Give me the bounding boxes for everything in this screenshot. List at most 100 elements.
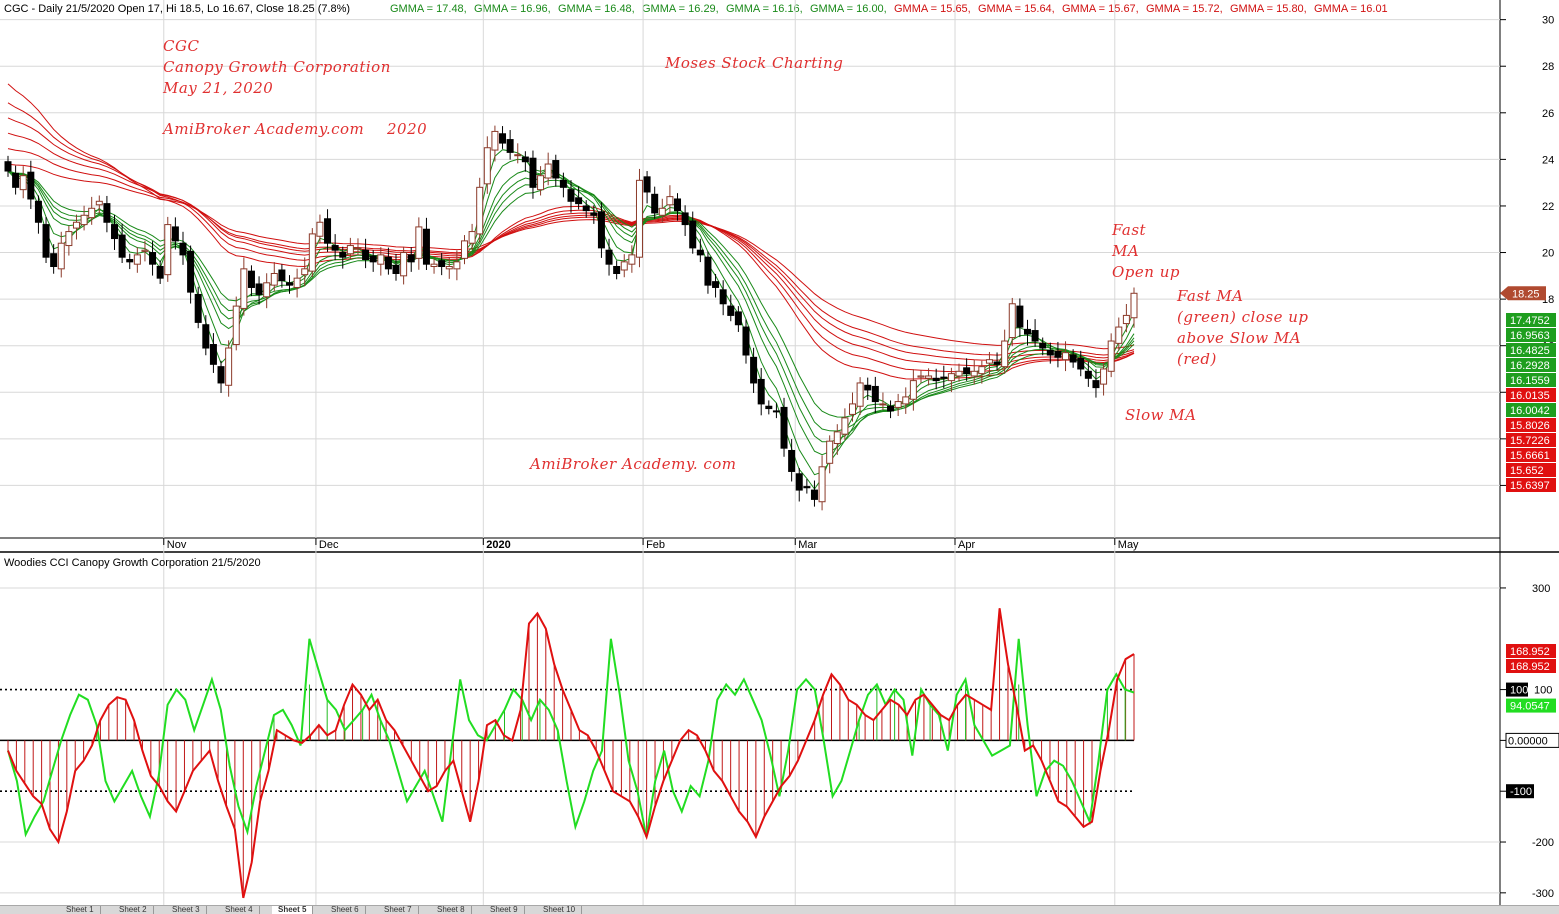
sheet-tab[interactable]: Sheet 4 bbox=[219, 906, 260, 914]
candle-down bbox=[590, 212, 598, 216]
candle-down bbox=[247, 270, 255, 288]
tag-box bbox=[1506, 644, 1556, 658]
gmma-slow-legend: GMMA = 16.01 bbox=[1314, 3, 1388, 15]
tag-text: 16.0042 bbox=[1510, 405, 1550, 417]
candle-down bbox=[719, 289, 727, 305]
candle-up bbox=[445, 266, 453, 270]
cci-tick-label: -300 bbox=[1532, 888, 1554, 900]
gmma-legend: GMMA = 17.48, GMMA = 16.96, GMMA = 16.48, G… bbox=[390, 3, 1388, 15]
candle-up bbox=[240, 268, 248, 309]
candle-down bbox=[384, 256, 392, 270]
candle-down bbox=[1092, 380, 1100, 389]
candle-up bbox=[57, 242, 65, 270]
candle-down bbox=[795, 473, 803, 491]
gmma-slow-legend: GMMA = 15.64, bbox=[978, 3, 1055, 15]
sheet-tab[interactable]: Sheet 7 bbox=[378, 906, 419, 914]
candle-up bbox=[658, 207, 666, 216]
candle-up bbox=[902, 396, 910, 405]
tag-box bbox=[1506, 373, 1556, 387]
candle-down bbox=[506, 139, 514, 153]
candle-down bbox=[286, 282, 293, 286]
candle-down bbox=[1077, 357, 1085, 370]
tag-box bbox=[1506, 358, 1556, 372]
candle-up bbox=[415, 226, 423, 259]
ma-value-tag: 15.6397 bbox=[1506, 478, 1556, 492]
price-axis-tags: 18.25 17.4752 16.9563 16.4825 16.2928 16.1559… bbox=[1500, 286, 1556, 492]
candle-down bbox=[202, 324, 210, 349]
cci-axis-ticks: -300 -200 300 bbox=[1500, 583, 1554, 900]
tag-text: 16.4825 bbox=[1510, 345, 1550, 357]
gmma-slow-legend: GMMA = 15.72, bbox=[1146, 3, 1223, 15]
date-axis-labels: Nov Dec 2020 Feb Mar Apr May bbox=[163, 538, 1139, 551]
candle-down bbox=[575, 197, 583, 205]
tag-box bbox=[1506, 698, 1556, 713]
candle-down bbox=[887, 405, 895, 412]
slow-ma-line bbox=[7, 132, 1135, 361]
cci-red-tag: 168.952 bbox=[1506, 659, 1556, 673]
tag-text: 0.00000 bbox=[1508, 735, 1548, 747]
candle-down bbox=[126, 259, 134, 263]
candle-up bbox=[88, 207, 96, 219]
candle-down bbox=[1023, 328, 1031, 335]
candle-up bbox=[483, 147, 491, 185]
candle-up bbox=[856, 382, 864, 407]
candle-up bbox=[400, 252, 408, 277]
candle-up bbox=[826, 440, 834, 464]
ma-value-tag: 15.6661 bbox=[1506, 448, 1556, 462]
tag-text: 15.652 bbox=[1510, 465, 1544, 477]
price-tick-label: 24 bbox=[1542, 154, 1554, 166]
candle-up bbox=[879, 403, 887, 406]
candle-up bbox=[430, 263, 438, 268]
candle-down bbox=[1046, 349, 1054, 356]
candle-down bbox=[34, 200, 42, 223]
tag-text: 168.952 bbox=[1510, 646, 1550, 658]
tag-text: 15.6661 bbox=[1510, 450, 1550, 462]
candle-down bbox=[156, 266, 164, 279]
candle-down bbox=[324, 218, 332, 244]
month-label: Apr bbox=[958, 539, 975, 551]
candle-down bbox=[696, 249, 704, 256]
candle-down bbox=[407, 254, 415, 263]
candle-down bbox=[499, 133, 507, 144]
note-year: 2020 bbox=[386, 120, 427, 138]
sheet-tab[interactable]: Sheet 10 bbox=[537, 906, 583, 914]
candle-down bbox=[674, 198, 682, 212]
candle-down bbox=[932, 377, 940, 382]
candle-up bbox=[225, 347, 233, 386]
ma-value-tag: 15.652 bbox=[1506, 463, 1556, 477]
candle-down bbox=[1031, 330, 1039, 342]
candle-down bbox=[734, 311, 742, 326]
price-tick-label: 30 bbox=[1542, 15, 1554, 27]
candle-down bbox=[194, 293, 202, 323]
cci-histogram bbox=[7, 608, 1135, 898]
candle-up bbox=[232, 305, 240, 346]
sheet-tab[interactable]: Sheet 9 bbox=[484, 906, 525, 914]
month-label: Mar bbox=[798, 539, 817, 551]
candle-up bbox=[917, 375, 925, 378]
price-tick-label: 26 bbox=[1542, 108, 1554, 120]
sheet-tab[interactable]: Sheet 3 bbox=[166, 906, 207, 914]
tag-box bbox=[1506, 682, 1528, 697]
sheet-tab[interactable]: Sheet 1 bbox=[60, 906, 101, 914]
candles-group bbox=[4, 125, 1138, 511]
candle-down bbox=[339, 252, 347, 258]
candle-down bbox=[605, 249, 613, 265]
price-tick-label: 28 bbox=[1542, 61, 1554, 73]
candle-down bbox=[613, 266, 621, 274]
candle-down bbox=[765, 405, 773, 410]
candle-down bbox=[1069, 354, 1077, 363]
sheet-tab[interactable]: Sheet 5 bbox=[272, 906, 314, 914]
month-label: Feb bbox=[646, 539, 665, 551]
candle-up bbox=[1001, 340, 1009, 368]
candle-up bbox=[316, 221, 324, 237]
note-fast-3: Open up bbox=[1112, 263, 1180, 281]
sheet-tab[interactable]: Sheet 8 bbox=[431, 906, 472, 914]
sheet-tab[interactable]: Sheet 6 bbox=[325, 906, 366, 914]
candle-up bbox=[537, 175, 545, 191]
last-close-tag: 18.25 bbox=[1500, 286, 1546, 301]
sheet-tab[interactable]: Sheet 2 bbox=[113, 906, 154, 914]
cci-tick-label: 300 bbox=[1532, 583, 1550, 595]
candle-down bbox=[567, 189, 575, 202]
gmma-fast-legend: GMMA = 16.29, bbox=[642, 3, 719, 15]
